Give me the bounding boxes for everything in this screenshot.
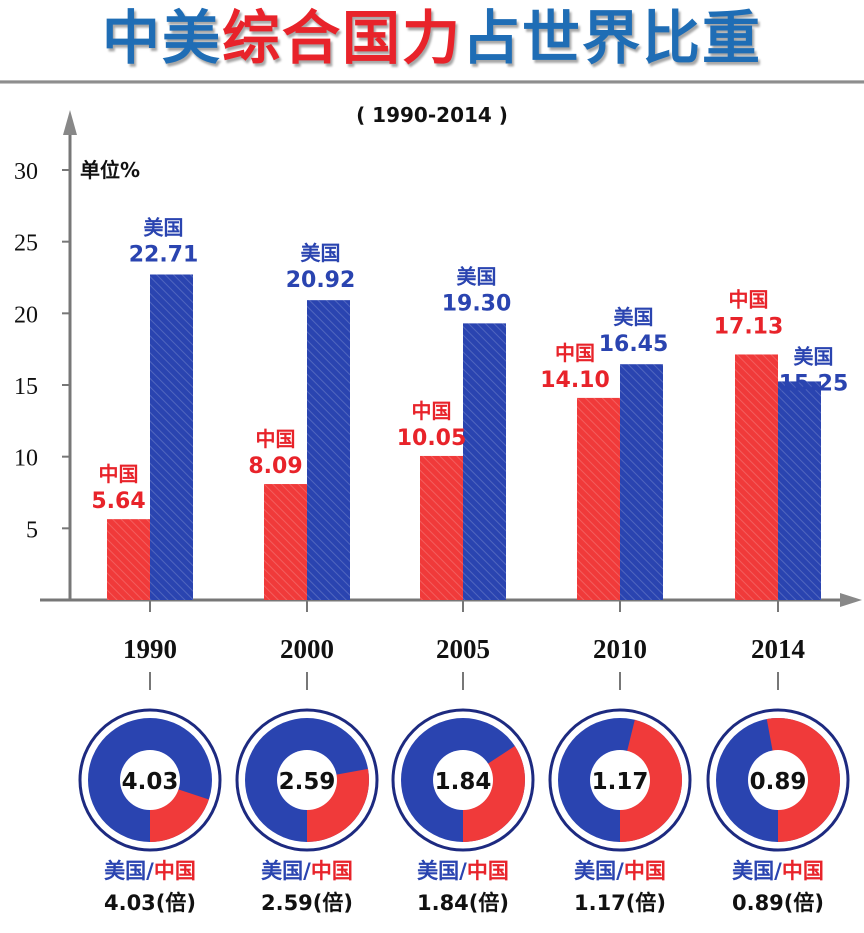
us-value-label: 19.30 xyxy=(442,291,512,316)
x-axis-arrow xyxy=(840,593,862,607)
title-divider xyxy=(0,80,864,84)
caption-part: 美国 xyxy=(417,859,459,883)
china-value-label: 8.09 xyxy=(248,454,302,479)
bar-hatch xyxy=(778,381,821,600)
bar-hatch xyxy=(577,397,620,600)
china-value-label: 10.05 xyxy=(397,426,467,451)
title-part-3: 占世界比重 xyxy=(462,4,763,72)
x-tick-label: 1990 xyxy=(123,634,177,664)
ratio-caption: 美国/中国 xyxy=(261,859,353,883)
caption-part: 中国 xyxy=(467,859,509,883)
donut-ratio-label: 1.84 xyxy=(435,769,492,795)
bar-hatch xyxy=(420,455,463,600)
china-label: 中国 xyxy=(256,427,296,451)
caption-part: 美国 xyxy=(104,859,146,883)
bar-hatch xyxy=(463,323,506,600)
caption-part: 美国 xyxy=(574,859,616,883)
ratio-caption: 美国/中国 xyxy=(104,859,196,883)
y-tick-label: 10 xyxy=(14,446,38,472)
china-value-label: 5.64 xyxy=(91,489,145,514)
donut-ratio-label: 2.59 xyxy=(279,769,336,795)
donut-hole xyxy=(590,750,650,810)
bar-hatch xyxy=(735,354,778,600)
us-value-label: 15.25 xyxy=(779,371,849,396)
us-label: 美国 xyxy=(614,305,654,329)
ratio-value-caption: 2.59(倍) xyxy=(261,891,353,915)
x-tick-label: 2000 xyxy=(280,634,334,664)
china-label: 中国 xyxy=(555,341,595,365)
china-label: 中国 xyxy=(99,462,139,486)
ratio-value-caption: 1.17(倍) xyxy=(574,891,666,915)
y-tick-label: 20 xyxy=(14,302,38,328)
title-part-2: 综合国力 xyxy=(221,4,462,72)
ratio-value-caption: 0.89(倍) xyxy=(732,891,824,915)
x-tick-label: 2005 xyxy=(436,634,490,664)
us-label: 美国 xyxy=(301,241,341,265)
caption-part: 中国 xyxy=(624,859,666,883)
donut-ratio-label: 4.03 xyxy=(122,769,179,795)
y-axis-label: 单位% xyxy=(80,158,140,182)
caption-part: / xyxy=(774,859,782,883)
caption-part: 美国 xyxy=(261,859,303,883)
us-value-label: 22.71 xyxy=(129,242,199,267)
caption-part: 中国 xyxy=(782,859,824,883)
bar-hatch xyxy=(307,300,350,600)
ratio-caption: 美国/中国 xyxy=(732,859,824,883)
y-tick-label: 5 xyxy=(26,517,38,543)
us-label: 美国 xyxy=(144,215,184,239)
caption-part: / xyxy=(616,859,624,883)
caption-part: 中国 xyxy=(154,859,196,883)
caption-part: / xyxy=(459,859,467,883)
caption-part: / xyxy=(146,859,154,883)
ratio-caption: 美国/中国 xyxy=(417,859,509,883)
donut-ratio-label: 1.17 xyxy=(592,769,649,795)
donut-hole xyxy=(433,750,493,810)
us-label: 美国 xyxy=(794,344,834,368)
bar-hatch xyxy=(620,364,663,600)
y-axis-arrow xyxy=(63,110,77,135)
x-tick-label: 2014 xyxy=(751,634,805,664)
ratio-value-caption: 4.03(倍) xyxy=(104,891,196,915)
title-part-1: 中美 xyxy=(101,4,222,72)
x-tick-label: 2010 xyxy=(593,634,647,664)
caption-part: 中国 xyxy=(311,859,353,883)
china-label: 中国 xyxy=(729,287,769,311)
y-tick-label: 15 xyxy=(14,374,38,400)
ratio-caption: 美国/中国 xyxy=(574,859,666,883)
us-label: 美国 xyxy=(457,264,497,288)
chart-subtitle: ( 1990-2014 ) xyxy=(356,103,508,127)
china-value-label: 17.13 xyxy=(714,314,784,339)
us-value-label: 20.92 xyxy=(286,268,356,293)
y-tick-label: 30 xyxy=(14,159,38,185)
donut-hole xyxy=(120,750,180,810)
us-value-label: 16.45 xyxy=(599,332,669,357)
donut-ratio-label: 0.89 xyxy=(750,769,807,795)
donut-hole xyxy=(748,750,808,810)
bar-hatch xyxy=(264,484,307,600)
page-title: 中美综合国力占世界比重 xyxy=(0,2,864,74)
caption-part: 美国 xyxy=(732,859,774,883)
donut-hole xyxy=(277,750,337,810)
china-label: 中国 xyxy=(412,399,452,423)
china-value-label: 14.10 xyxy=(540,368,610,393)
y-tick-label: 25 xyxy=(14,231,38,257)
bar-hatch xyxy=(107,519,150,600)
ratio-value-caption: 1.84(倍) xyxy=(417,891,509,915)
bar-hatch xyxy=(150,274,193,600)
donut-china-segment xyxy=(620,719,682,842)
caption-part: / xyxy=(303,859,311,883)
